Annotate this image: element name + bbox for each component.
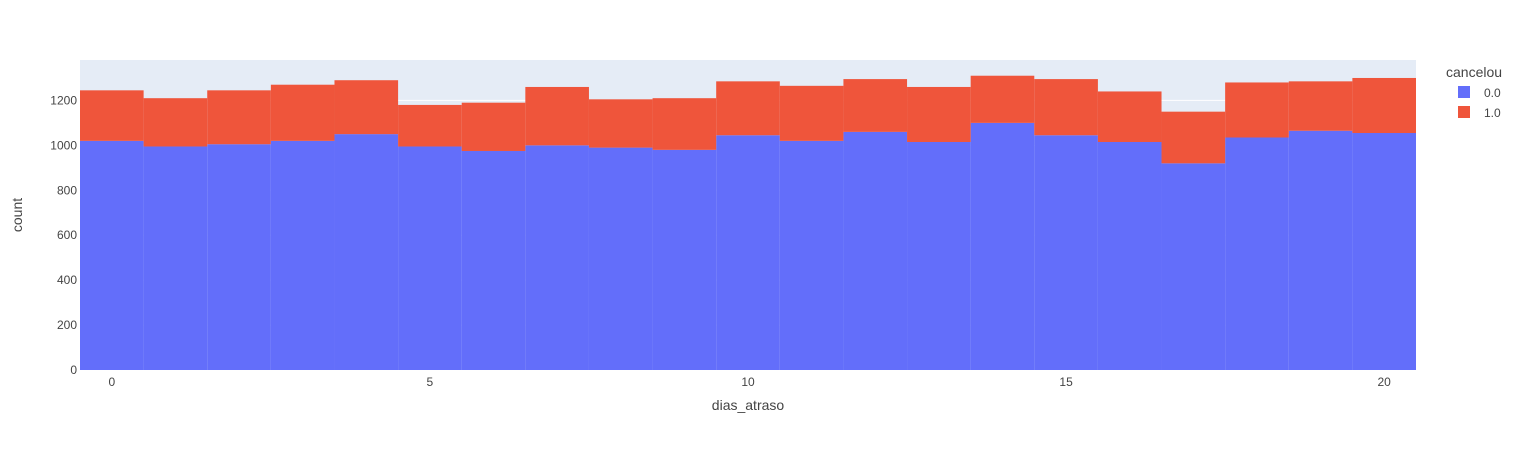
legend-item-1[interactable]: 1.0	[1458, 106, 1501, 120]
x-tick-label: 5	[427, 375, 434, 389]
y-tick-labels: 0 200 400 600 800 1000 1200	[50, 93, 77, 377]
x-tick-label: 15	[1059, 375, 1073, 389]
bar-1.0-17[interactable]	[1161, 111, 1226, 164]
x-tick-label: 0	[108, 375, 115, 389]
x-tick-label: 10	[741, 375, 755, 389]
bar-0.0-8[interactable]	[588, 147, 653, 370]
bar-0.0-6[interactable]	[461, 150, 526, 370]
bar-0.0-0[interactable]	[80, 140, 144, 370]
bar-1.0-11[interactable]	[779, 85, 844, 141]
y-tick-label: 200	[57, 318, 77, 332]
bar-0.0-19[interactable]	[1288, 130, 1353, 370]
bar-0.0-9[interactable]	[652, 149, 717, 370]
y-axis-title: count	[9, 198, 25, 232]
legend-item-0[interactable]: 0.0	[1458, 86, 1501, 100]
bar-0.0-15[interactable]	[1034, 135, 1098, 370]
bar-0.0-10[interactable]	[716, 135, 780, 370]
bar-1.0-7[interactable]	[525, 86, 589, 146]
legend[interactable]: cancelou 0.0 1.0	[1446, 64, 1502, 120]
legend-label: 0.0	[1484, 86, 1501, 100]
y-tick-label: 1000	[50, 138, 77, 152]
bar-0.0-20[interactable]	[1352, 133, 1416, 370]
bar-0.0-11[interactable]	[779, 140, 844, 370]
bar-1.0-15[interactable]	[1034, 79, 1098, 136]
legend-title: cancelou	[1446, 64, 1502, 80]
bar-0.0-4[interactable]	[334, 134, 399, 370]
bar-1.0-5[interactable]	[398, 104, 462, 147]
bar-1.0-18[interactable]	[1225, 82, 1289, 138]
bar-1.0-8[interactable]	[588, 99, 653, 148]
y-tick-label: 600	[57, 228, 77, 242]
bar-0.0-1[interactable]	[143, 146, 208, 370]
bar-1.0-19[interactable]	[1288, 81, 1353, 131]
y-tick-label: 400	[57, 273, 77, 287]
bar-1.0-16[interactable]	[1097, 91, 1162, 142]
bar-0.0-12[interactable]	[843, 131, 908, 370]
bar-1.0-14[interactable]	[970, 75, 1035, 123]
legend-label: 1.0	[1484, 106, 1501, 120]
y-tick-label: 1200	[50, 93, 77, 107]
x-tick-labels: 0 5 10 15 20	[108, 375, 1391, 389]
bar-0.0-13[interactable]	[907, 141, 971, 370]
legend-swatch	[1458, 106, 1470, 118]
bar-1.0-12[interactable]	[843, 79, 908, 132]
bar-1.0-13[interactable]	[907, 86, 971, 142]
bar-1.0-9[interactable]	[652, 98, 717, 150]
bar-0.0-16[interactable]	[1097, 141, 1162, 370]
bar-1.0-4[interactable]	[334, 80, 399, 135]
legend-swatch	[1458, 86, 1470, 98]
bar-0.0-2[interactable]	[207, 144, 271, 370]
bars	[80, 75, 1416, 371]
x-axis-title: dias_atraso	[712, 397, 785, 413]
bar-1.0-3[interactable]	[270, 84, 335, 141]
x-tick-label: 20	[1378, 375, 1392, 389]
bar-1.0-20[interactable]	[1352, 77, 1416, 134]
y-tick-label: 800	[57, 183, 77, 197]
bar-0.0-7[interactable]	[525, 145, 589, 370]
bar-0.0-14[interactable]	[970, 122, 1035, 370]
bar-0.0-5[interactable]	[398, 146, 462, 370]
bar-1.0-0[interactable]	[80, 90, 144, 141]
bar-1.0-2[interactable]	[207, 90, 271, 145]
bar-1.0-10[interactable]	[716, 81, 780, 136]
bar-1.0-6[interactable]	[461, 102, 526, 151]
bar-0.0-3[interactable]	[270, 140, 335, 370]
bar-0.0-17[interactable]	[1161, 163, 1226, 370]
bar-1.0-1[interactable]	[143, 98, 208, 147]
bar-0.0-18[interactable]	[1225, 137, 1289, 371]
y-tick-label: 0	[70, 363, 77, 377]
